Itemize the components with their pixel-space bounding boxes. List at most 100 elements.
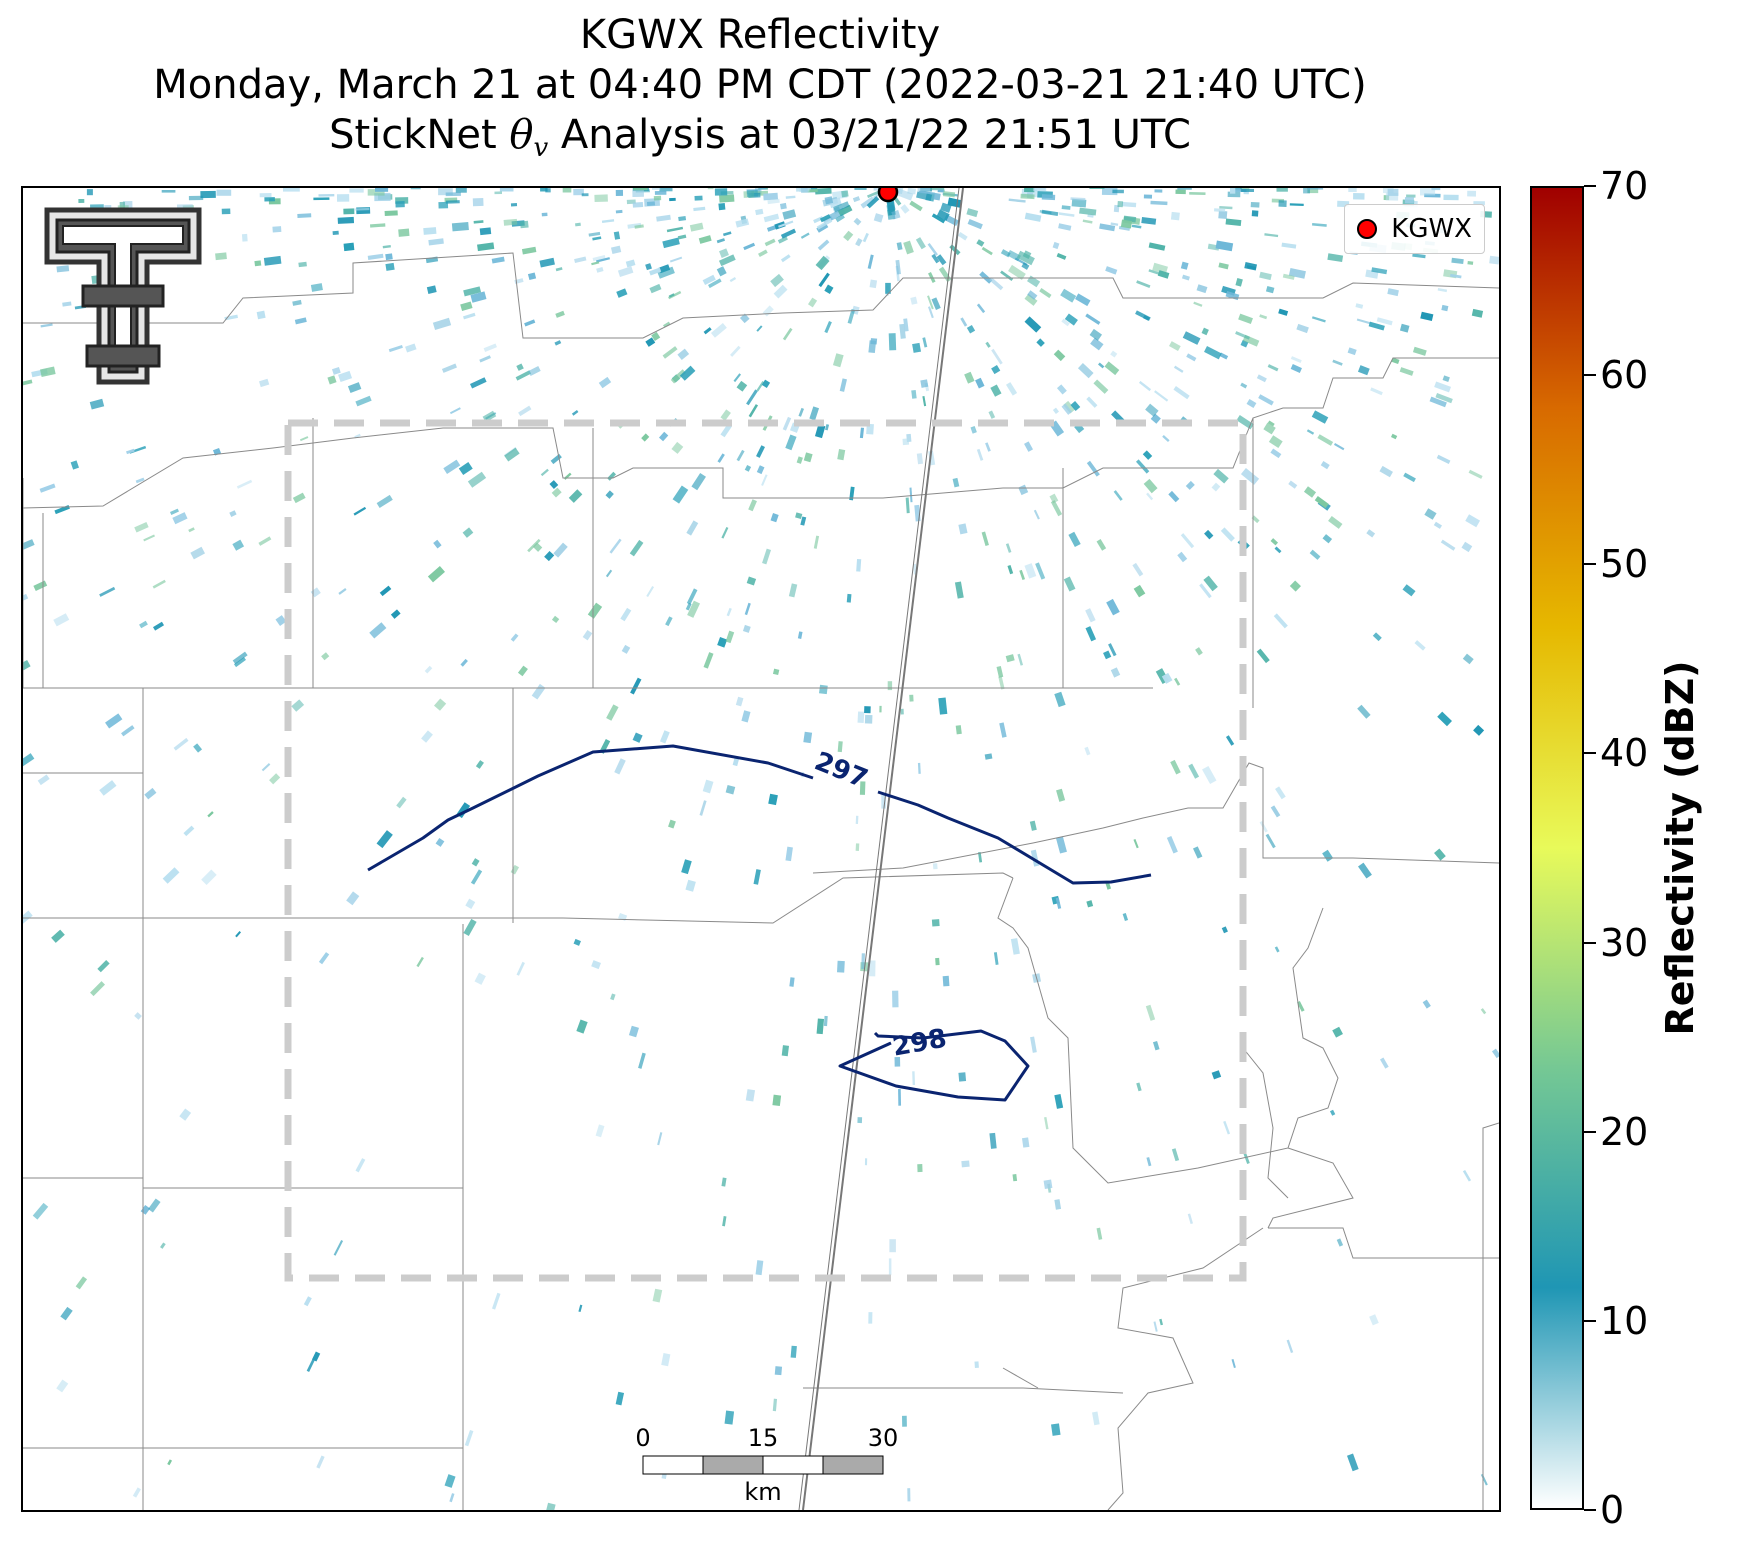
reflectivity-echo — [1112, 189, 1124, 194]
title-line-2: Monday, March 21 at 04:40 PM CDT (2022-0… — [153, 62, 1367, 108]
reflectivity-echo — [306, 1359, 315, 1372]
contour-298 — [838, 1029, 1030, 1102]
reflectivity-echo — [1240, 382, 1248, 389]
reflectivity-echo — [1173, 386, 1190, 400]
reflectivity-echo — [519, 220, 529, 229]
reflectivity-echo — [1000, 249, 1011, 258]
reflectivity-echo — [541, 212, 548, 217]
reflectivity-echo — [1058, 212, 1075, 217]
reflectivity-echo — [1289, 203, 1304, 206]
reflectivity-echo — [657, 1132, 663, 1146]
reflectivity-echo — [463, 286, 482, 297]
reflectivity-echo — [1168, 490, 1180, 503]
reflectivity-echo — [686, 520, 699, 536]
reflectivity-echo — [405, 343, 417, 353]
reflectivity-echo — [143, 534, 156, 542]
colorbar-tick-mark — [1584, 185, 1596, 187]
reflectivity-echo — [1185, 480, 1195, 490]
reflectivity-echo — [1036, 338, 1045, 347]
reflectivity-echo — [729, 277, 737, 283]
reflectivity-echo — [772, 1094, 782, 1107]
reflectivity-echo — [1259, 820, 1268, 833]
reflectivity-echo — [474, 972, 486, 985]
reflectivity-echo — [144, 787, 157, 800]
reflectivity-echo — [735, 696, 744, 707]
reflectivity-echo — [62, 301, 72, 307]
reflectivity-echo — [545, 188, 551, 193]
reflectivity-echo — [224, 314, 239, 321]
reflectivity-echo — [479, 355, 491, 363]
reflectivity-echo — [338, 588, 347, 595]
reflectivity-echo — [1307, 188, 1324, 190]
reflectivity-echo — [910, 296, 918, 305]
reflectivity-echo — [396, 796, 407, 809]
reflectivity-echo — [744, 602, 751, 616]
reflectivity-echo — [975, 377, 985, 389]
reflectivity-echo — [916, 191, 933, 201]
reflectivity-echo — [645, 263, 652, 271]
reflectivity-echo — [193, 743, 203, 753]
reflectivity-echo — [176, 204, 193, 208]
reflectivity-echo — [1061, 318, 1070, 327]
reflectivity-echo — [841, 190, 849, 198]
reflectivity-echo — [726, 607, 732, 617]
reflectivity-echo — [716, 238, 726, 244]
reflectivity-echo — [353, 506, 367, 516]
reflectivity-echo — [864, 714, 873, 724]
reflectivity-echo — [70, 460, 79, 470]
reflectivity-echo — [918, 190, 935, 195]
reflectivity-echo — [1357, 365, 1370, 376]
reflectivity-echo — [1005, 654, 1015, 663]
reflectivity-echo — [1203, 575, 1218, 592]
colorbar-tick-label: 0 — [1600, 1488, 1625, 1532]
reflectivity-echo — [1193, 301, 1203, 307]
reflectivity-echo — [629, 539, 644, 557]
reflectivity-echo — [594, 194, 608, 203]
reflectivity-echo — [803, 452, 813, 463]
reflectivity-echo — [1221, 926, 1228, 934]
reflectivity-echo — [551, 615, 560, 624]
reflectivity-echo — [347, 382, 362, 394]
reflectivity-echo — [1117, 201, 1124, 208]
reflectivity-echo — [1473, 724, 1485, 736]
radar-ray-line — [798, 188, 964, 1510]
reflectivity-echo — [596, 266, 604, 273]
reflectivity-echo — [748, 404, 759, 418]
reflectivity-echo — [1064, 313, 1078, 326]
reflectivity-echo — [1450, 273, 1462, 279]
reflectivity-echo — [170, 508, 179, 515]
reflectivity-echo — [1043, 1179, 1053, 1190]
reflectivity-echo — [671, 441, 684, 454]
reflectivity-echo — [857, 1117, 863, 1124]
reflectivity-echo — [1063, 400, 1076, 414]
reflectivity-echo — [1251, 210, 1259, 217]
reflectivity-echo — [517, 665, 528, 677]
reflectivity-echo — [633, 188, 648, 191]
reflectivity-echo — [571, 410, 579, 416]
reflectivity-echo — [707, 188, 714, 190]
reflectivity-echo — [1218, 262, 1229, 270]
reflectivity-echo — [1061, 205, 1071, 210]
reflectivity-echo — [807, 297, 818, 308]
reflectivity-echo — [1055, 897, 1062, 909]
reflectivity-echo — [1461, 541, 1473, 553]
reflectivity-echo — [121, 725, 135, 737]
reflectivity-echo — [183, 825, 195, 837]
reflectivity-echo — [837, 960, 845, 973]
reflectivity-echo — [1132, 562, 1144, 577]
reflectivity-echo — [911, 389, 917, 399]
reflectivity-echo — [89, 398, 105, 410]
reflectivity-echo — [651, 331, 661, 341]
reflectivity-echo — [606, 704, 619, 721]
reflectivity-echo — [510, 633, 519, 642]
reflectivity-echo — [955, 725, 962, 735]
reflectivity-echo — [854, 188, 867, 190]
reflectivity-echo — [668, 293, 675, 298]
reflectivity-echo — [575, 222, 581, 227]
reflectivity-echo — [898, 1088, 902, 1106]
reflectivity-echo — [942, 975, 950, 987]
reflectivity-echo — [477, 242, 495, 252]
reflectivity-echo — [463, 918, 477, 936]
reflectivity-echo — [1154, 189, 1163, 193]
reflectivity-echo — [1029, 820, 1037, 831]
